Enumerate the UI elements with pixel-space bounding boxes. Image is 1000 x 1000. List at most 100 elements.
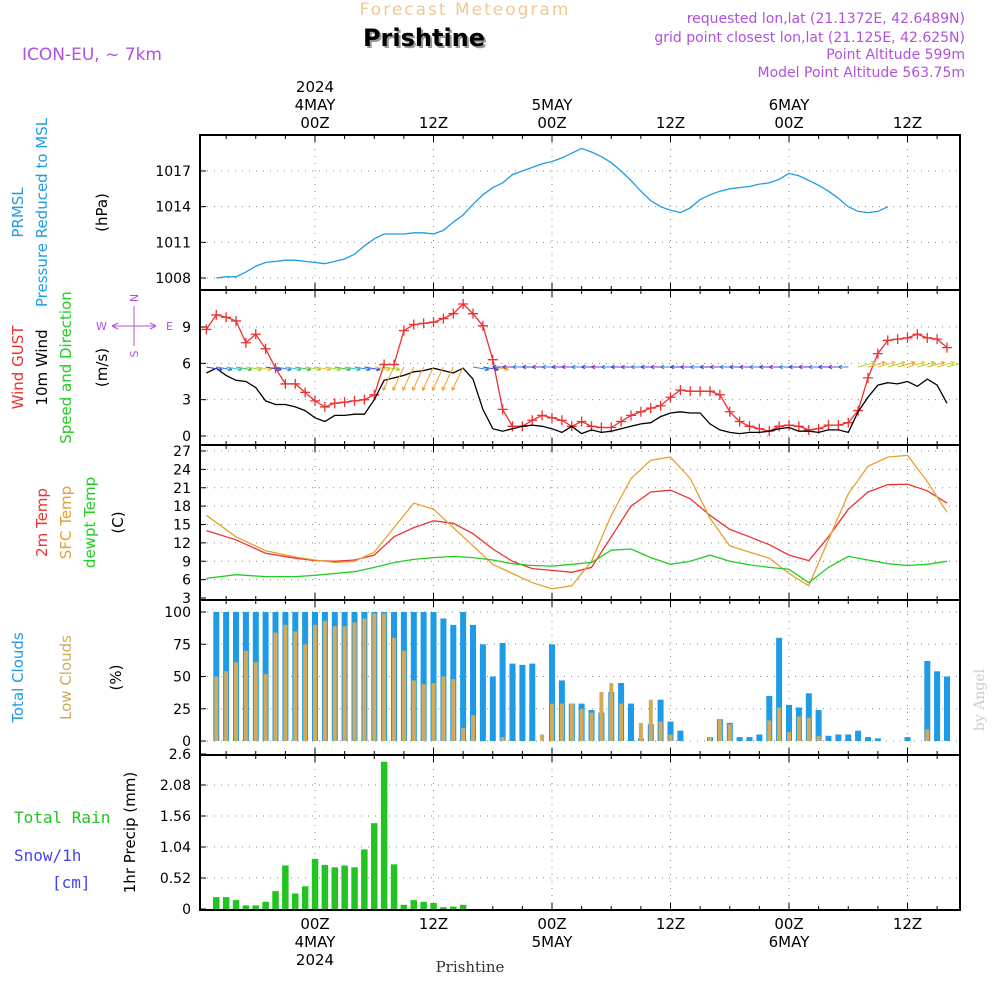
- bar-total: [420, 612, 427, 741]
- bar-low: [273, 632, 278, 741]
- bar-low: [579, 708, 584, 742]
- wind-arrow: [245, 366, 262, 371]
- chart-supertitle: Forecast Meteogram: [360, 0, 571, 20]
- wind-arrowhead: [451, 386, 456, 391]
- bar-total: [509, 663, 516, 741]
- gust-marker: [932, 334, 943, 345]
- gust-marker: [468, 308, 478, 319]
- wind-arrow: [382, 366, 395, 391]
- wind-arrowhead: [961, 362, 965, 366]
- wind-arrowhead: [901, 361, 906, 366]
- gust-marker: [803, 424, 814, 435]
- bar-rain: [450, 906, 457, 909]
- wind-arrow: [334, 366, 351, 371]
- bar-total: [519, 664, 526, 741]
- wind-arrow: [275, 366, 292, 371]
- wind-arrow: [354, 366, 371, 371]
- bar-low: [441, 676, 446, 741]
- y-tick-label: 0.52: [160, 871, 191, 887]
- gust-marker: [823, 420, 834, 431]
- wind-arrowhead: [395, 366, 401, 372]
- chart-title: Prishtine: [363, 24, 485, 52]
- panel-label: dewpt Temp: [81, 477, 99, 568]
- bar-rain: [390, 864, 398, 909]
- wind-arrowhead: [591, 364, 596, 370]
- bar-low: [767, 720, 772, 741]
- bar-total: [865, 737, 871, 741]
- wind-arrowhead: [680, 364, 685, 370]
- gust-marker: [458, 298, 469, 309]
- bar-low: [540, 734, 545, 741]
- bar-low: [332, 626, 337, 741]
- wind-arrowhead: [571, 364, 576, 370]
- wind-arrowhead: [492, 364, 497, 370]
- bar-low: [787, 732, 791, 741]
- wind-arrow: [907, 361, 926, 368]
- wind-arrowhead: [630, 364, 635, 370]
- wind-arrowhead: [930, 361, 936, 366]
- gust-marker: [922, 332, 933, 343]
- gust-marker: [250, 329, 261, 340]
- gust-marker: [734, 416, 745, 427]
- wind-arrowhead: [798, 364, 803, 370]
- bar-total: [549, 644, 555, 742]
- panel-clouds: 0 25 50 75 100 Total Clouds Low Clouds (%): [0, 599, 961, 756]
- y-tick-label: 1.04: [160, 840, 191, 856]
- wind-arrowhead: [522, 364, 527, 370]
- bar-total: [657, 699, 664, 741]
- top-time-label: 00Z: [537, 114, 566, 132]
- gust-marker: [675, 384, 686, 395]
- panel-unit: (C): [109, 511, 127, 533]
- bar-rain: [351, 867, 358, 909]
- gust-marker: [477, 320, 488, 331]
- bar-low: [619, 703, 624, 741]
- bar-rain: [371, 823, 378, 909]
- wind-arrowhead: [891, 361, 896, 366]
- compass-e: E: [166, 320, 173, 333]
- bar-rain: [222, 897, 230, 909]
- wind-arrow: [917, 361, 935, 368]
- panel-label: 10m Wind: [33, 329, 51, 405]
- wind-arrowhead: [561, 364, 566, 370]
- bar-low: [777, 707, 782, 741]
- panel-unit: (m/s): [93, 348, 111, 387]
- bar-rain: [400, 904, 408, 909]
- bar-total: [756, 734, 763, 741]
- panel-precip: 0 0.52 1.04 1.56 2.08 2.6 Total Rain Snow/1h [cm…: [14, 747, 961, 918]
- y-tick-label: 15: [173, 518, 191, 534]
- gust-marker: [714, 389, 725, 400]
- series-line-wind: [206, 367, 948, 435]
- bottom-time-label: 00Z: [774, 915, 803, 933]
- bar-rain: [430, 903, 437, 909]
- wind-arrow: [216, 366, 233, 371]
- bar-total: [0, 674, 6, 741]
- y-tick-label: 0: [182, 734, 191, 750]
- bottom-time-label: 12Z: [656, 915, 685, 933]
- bar-low: [806, 717, 811, 741]
- wind-arrowhead: [689, 364, 694, 370]
- bar-total: [835, 734, 842, 741]
- y-tick-label: 6: [182, 356, 191, 372]
- wind-arrow: [897, 361, 916, 368]
- gust-marker: [853, 405, 864, 416]
- bar-rain: [341, 865, 348, 909]
- gust-marker: [793, 421, 804, 432]
- wind-arrowhead: [512, 364, 517, 370]
- compass-s: S: [128, 350, 141, 357]
- wind-arrowhead: [828, 364, 833, 370]
- bar-low: [727, 724, 732, 741]
- top-time-label: 12Z: [419, 114, 448, 132]
- gust-marker: [507, 421, 518, 432]
- bar-low: [253, 662, 258, 741]
- gust-marker: [882, 335, 893, 346]
- gust-marker: [635, 406, 646, 417]
- bar-total: [855, 730, 862, 741]
- wind-arrowhead: [382, 386, 387, 391]
- series-line-pressure: [216, 147, 889, 279]
- panel-unit: (hPa): [93, 193, 111, 232]
- bar-low: [303, 644, 308, 742]
- bottom-time-label: 5MAY: [532, 933, 574, 951]
- watermark: by Angel: [972, 668, 988, 731]
- panel-label: Total Clouds: [9, 632, 27, 724]
- gust-marker: [556, 415, 567, 426]
